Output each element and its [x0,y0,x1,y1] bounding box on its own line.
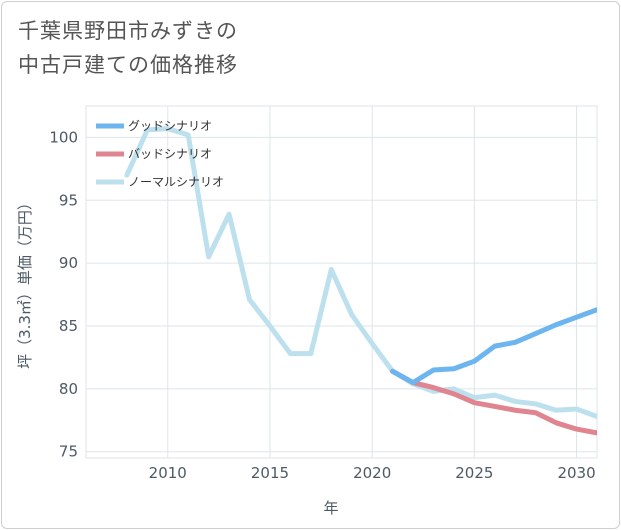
y-axis-title: 坪（3.3㎡）単価（万円） [16,195,34,369]
x-tick-label: 2030 [557,464,595,482]
y-tick-label: 90 [59,254,78,272]
x-tick-label: 2020 [353,464,391,482]
grid [85,105,598,459]
x-tick-label: 2025 [455,464,493,482]
series-layer [124,126,597,436]
y-tick-label: 85 [59,317,78,335]
series-line-normal [124,126,597,420]
y-tick-label: 80 [59,380,78,398]
x-axis: 2010 2015 2020 2025 2030 [149,464,596,482]
plot-border [85,105,598,459]
legend-label-normal: ノーマルシナリオ [128,175,224,189]
legend-label-bad: バッドシナリオ [128,147,212,161]
x-tick-label: 2010 [149,464,187,482]
chart-title-line-2: 中古戸建ての価格推移 [18,53,238,77]
chart-title: 千葉県野田市みずきの 中古戸建ての価格推移 [18,14,418,82]
y-axis: 75 80 85 90 95 100 [49,128,78,460]
series-line-bad [390,368,597,436]
legend-label-good: グッドシナリオ [128,119,212,133]
x-axis-title: 年 [323,499,338,517]
y-tick-label: 95 [59,191,78,209]
chart-title-line-1: 千葉県野田市みずきの [18,19,238,43]
x-tick-label: 2015 [251,464,289,482]
y-tick-label: 100 [49,128,78,146]
y-tick-label: 75 [59,443,78,461]
